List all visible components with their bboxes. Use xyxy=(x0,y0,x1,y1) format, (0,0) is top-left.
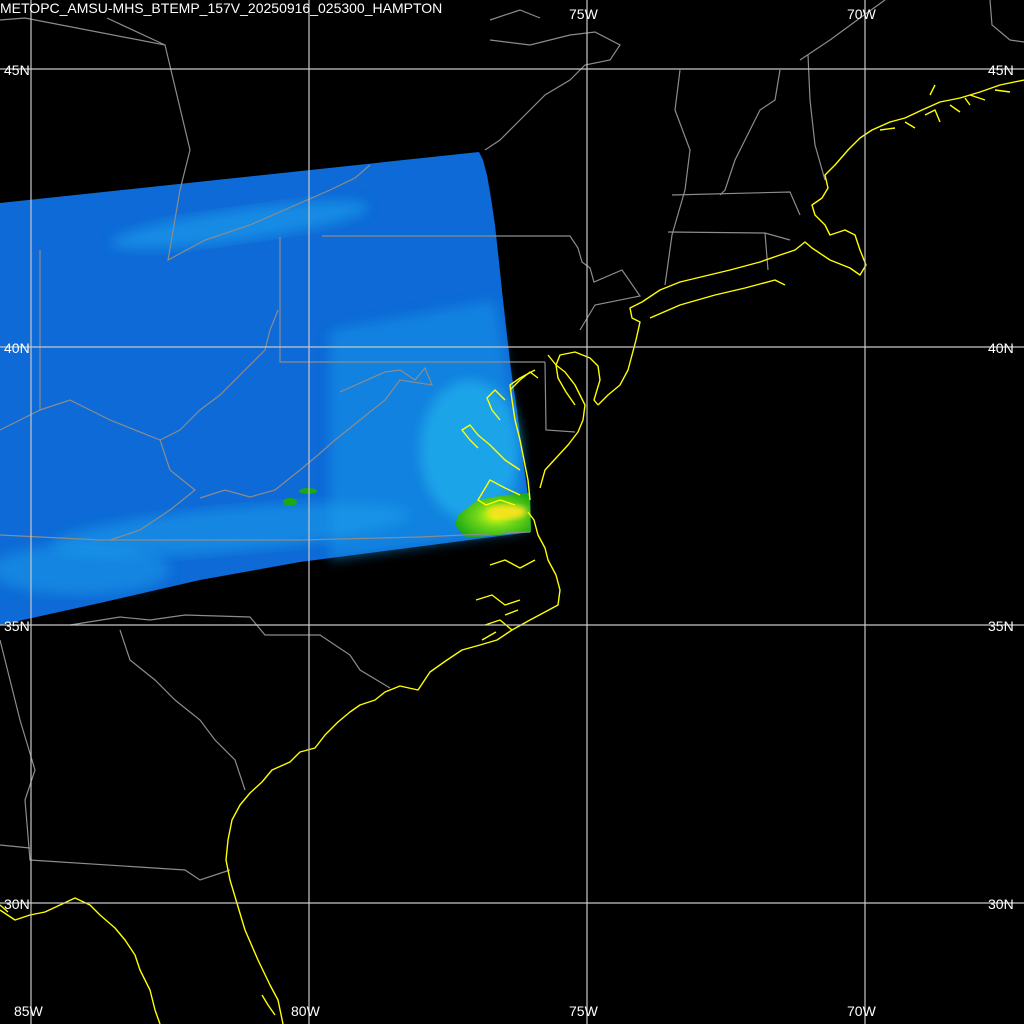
border-line xyxy=(109,439,196,541)
hot-spot xyxy=(487,505,527,519)
warm-spot-inland-1 xyxy=(283,498,297,506)
coastline xyxy=(0,79,1024,1024)
swath-band-southwest xyxy=(0,545,170,595)
image-title: METOPC_AMSU-MHS_BTEMP_157V_20250916_0253… xyxy=(0,0,443,16)
border-line xyxy=(0,17,371,262)
lat-label-right-40n: 40N xyxy=(988,340,1014,356)
coast-chesapeake-west xyxy=(461,371,539,506)
border-line xyxy=(0,409,41,431)
border-line xyxy=(544,361,576,433)
border-line xyxy=(489,9,541,21)
lon-label-top-75w: 75W xyxy=(569,6,599,22)
lon-label-bottom-70w: 70W xyxy=(847,1003,877,1019)
border-line xyxy=(989,0,1024,43)
border-line xyxy=(719,69,781,196)
lat-label-left-45n: 45N xyxy=(4,62,30,78)
coast-delmarva xyxy=(509,364,586,501)
lat-label-right-45n: 45N xyxy=(988,62,1014,78)
lon-label-bottom-85w: 85W xyxy=(14,1003,44,1019)
coast-gulf xyxy=(0,897,161,1024)
border-line xyxy=(119,629,246,791)
swath-band-south xyxy=(50,503,410,557)
lat-label-left-30n: 30N xyxy=(4,896,30,912)
border-line xyxy=(764,232,769,271)
border-line xyxy=(199,366,433,499)
border-line xyxy=(0,531,531,541)
border-line xyxy=(664,69,691,286)
coast-gulf-west xyxy=(0,904,276,1016)
border-line xyxy=(671,191,801,216)
border-line xyxy=(0,639,231,881)
lat-label-right-30n: 30N xyxy=(988,896,1014,912)
border-line xyxy=(799,0,886,61)
warm-spot-inland-2 xyxy=(299,488,317,494)
border-line xyxy=(322,235,642,331)
state-borders xyxy=(0,0,1024,881)
border-line xyxy=(807,54,826,181)
coast-li-south xyxy=(649,279,786,319)
lon-label-bottom-75w: 75W xyxy=(569,1003,599,1019)
swath-coast-band xyxy=(420,380,520,520)
lon-label-top-70w: 70W xyxy=(847,6,877,22)
coast-long-island xyxy=(641,79,1024,303)
border-line xyxy=(279,237,545,363)
coast-delaware-bay xyxy=(547,351,601,406)
border-line xyxy=(106,17,166,46)
border-line xyxy=(0,844,31,849)
swath-band-north xyxy=(111,200,369,250)
coast-atlantic-south xyxy=(225,511,561,1024)
coast-maine-islands xyxy=(879,84,1011,131)
border-line xyxy=(69,614,391,689)
lat-label-left-35n: 35N xyxy=(4,618,30,634)
coast-sound-nc xyxy=(475,559,536,641)
lat-label-right-35n: 35N xyxy=(988,618,1014,634)
lon-label-bottom-80w: 80W xyxy=(291,1003,321,1019)
border-line xyxy=(484,31,621,151)
lat-label-left-40n: 40N xyxy=(4,340,30,356)
grid-labels: 75W 70W 85W 80W 75W 70W 45N 40N 35N 30N … xyxy=(4,6,1014,1019)
